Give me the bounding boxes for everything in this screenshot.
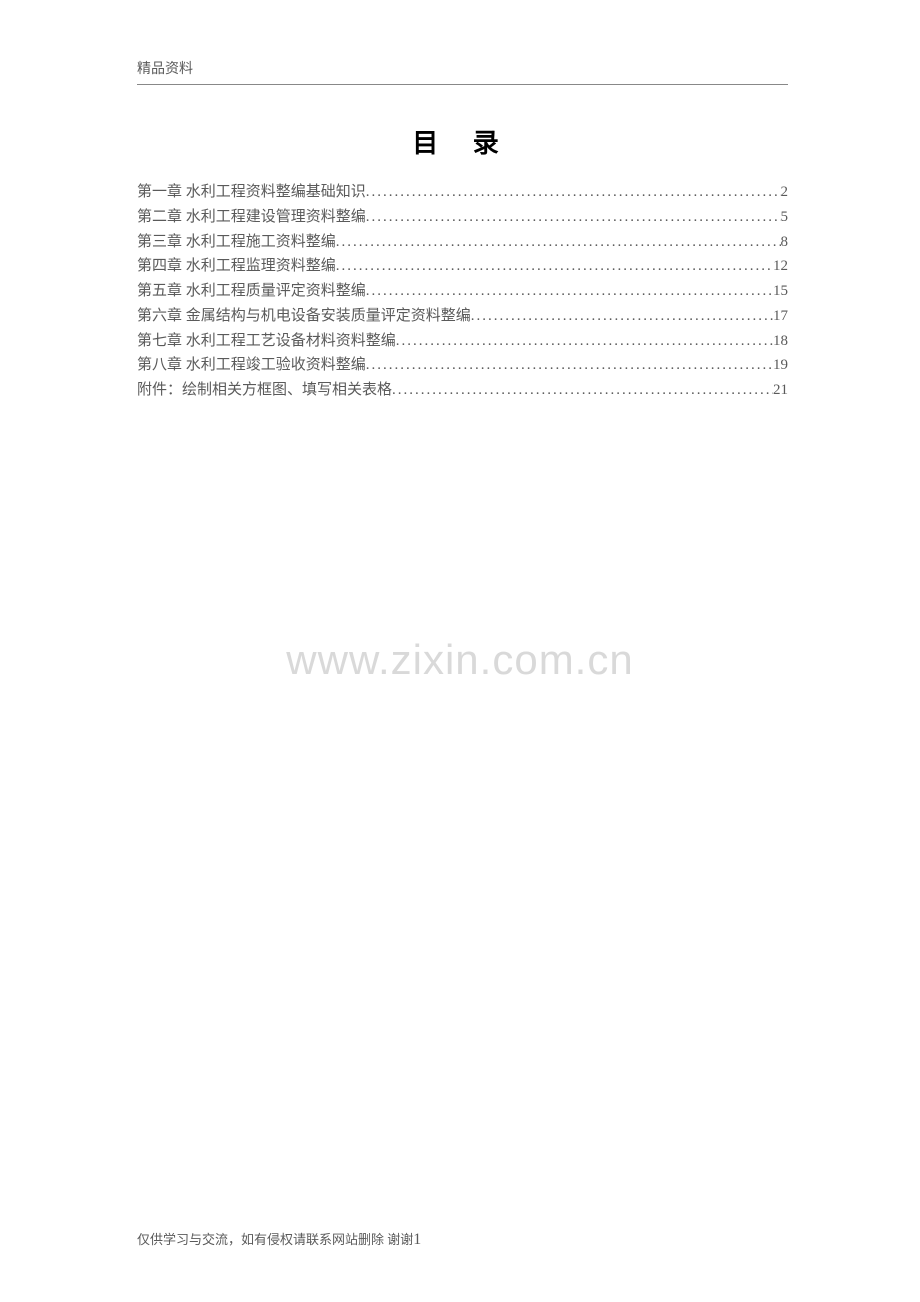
toc-dots (336, 230, 781, 255)
document-page: 精品资料 目 录 第一章 水利工程资料整编基础知识 2 第二章 水利工程建设管理… (0, 0, 920, 1302)
toc-entry: 第三章 水利工程施工资料整编 8 (137, 230, 788, 255)
toc-entry: 第一章 水利工程资料整编基础知识 2 (137, 180, 788, 205)
toc-dots (366, 180, 781, 205)
toc-label: 第一章 水利工程资料整编基础知识 (137, 180, 366, 205)
toc-dots (471, 304, 773, 329)
toc-dots (366, 353, 773, 378)
toc-label: 第三章 水利工程施工资料整编 (137, 230, 336, 255)
toc-entry: 第五章 水利工程质量评定资料整编 15 (137, 279, 788, 304)
toc-dots (366, 205, 781, 230)
toc-page: 2 (781, 180, 789, 205)
toc-dots (366, 279, 773, 304)
toc-label: 第四章 水利工程监理资料整编 (137, 254, 336, 279)
toc-page: 15 (773, 279, 788, 304)
toc-dots (392, 378, 773, 403)
table-of-contents: 第一章 水利工程资料整编基础知识 2 第二章 水利工程建设管理资料整编 5 第三… (137, 180, 788, 403)
footer-text: 仅供学习与交流，如有侵权请联系网站删除 谢谢 (137, 1232, 413, 1247)
toc-entry: 第七章 水利工程工艺设备材料资料整编 18 (137, 329, 788, 354)
toc-label: 第二章 水利工程建设管理资料整编 (137, 205, 366, 230)
toc-label: 第七章 水利工程工艺设备材料资料整编 (137, 329, 396, 354)
toc-page: 5 (781, 205, 789, 230)
toc-label: 第六章 金属结构与机电设备安装质量评定资料整编 (137, 304, 471, 329)
header-label: 精品资料 (137, 62, 193, 77)
footer-pagenum: 1 (413, 1231, 421, 1248)
toc-dots (396, 329, 773, 354)
toc-page: 17 (773, 304, 788, 329)
toc-label: 附件：绘制相关方框图、填写相关表格 (137, 378, 392, 403)
toc-page: 19 (773, 353, 788, 378)
toc-entry: 第八章 水利工程竣工验收资料整编 19 (137, 353, 788, 378)
page-title: 目 录 (137, 123, 788, 160)
toc-label: 第八章 水利工程竣工验收资料整编 (137, 353, 366, 378)
toc-page: 21 (773, 378, 788, 403)
watermark-text: www.zixin.com.cn (0, 636, 920, 684)
toc-entry: 附件：绘制相关方框图、填写相关表格 21 (137, 378, 788, 403)
toc-entry: 第六章 金属结构与机电设备安装质量评定资料整编 17 (137, 304, 788, 329)
toc-page: 18 (773, 329, 788, 354)
page-footer: 仅供学习与交流，如有侵权请联系网站删除 谢谢1 (137, 1229, 421, 1249)
toc-label: 第五章 水利工程质量评定资料整编 (137, 279, 366, 304)
toc-page: 12 (773, 254, 788, 279)
page-header: 精品资料 (137, 58, 788, 85)
toc-page: 8 (781, 230, 789, 255)
toc-dots (336, 254, 773, 279)
toc-entry: 第二章 水利工程建设管理资料整编 5 (137, 205, 788, 230)
toc-entry: 第四章 水利工程监理资料整编 12 (137, 254, 788, 279)
